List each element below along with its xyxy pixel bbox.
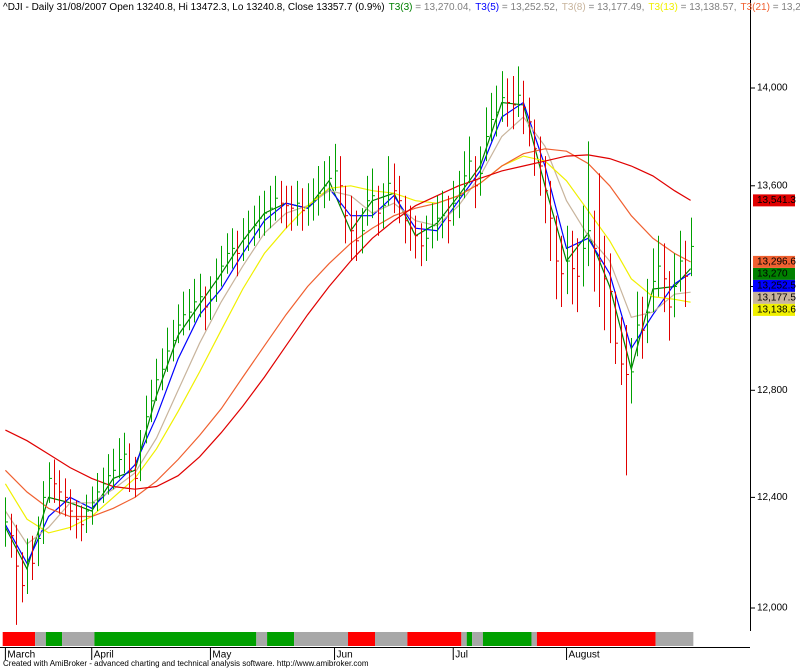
indicator-line (5, 154, 691, 490)
legend-value: = 13,296.55, (770, 2, 800, 13)
ribbon-segment (375, 632, 408, 646)
value-label: 13,138.6 (757, 305, 796, 316)
ribbon-segment (482, 632, 532, 646)
ribbon-segment (35, 632, 46, 646)
value-label-box (753, 267, 795, 280)
ribbon-segment (472, 632, 483, 646)
value-label-box (753, 303, 795, 316)
x-tick-label: April (94, 650, 114, 661)
value-label: 13,296.6 (757, 257, 796, 268)
ribbon-segment (62, 632, 95, 646)
ribbon-segment (466, 632, 473, 646)
value-label: 13,252.5 (757, 281, 796, 292)
y-tick-label: 12,800 (757, 385, 788, 396)
plot (4, 66, 694, 625)
legend-name: T3(8) (562, 2, 586, 13)
legend-name: T3(21) (740, 2, 769, 13)
y-tick-label: 12,000 (757, 603, 788, 614)
x-tick-label: May (212, 650, 231, 661)
legend-name: T3(13) (648, 2, 677, 13)
title-text: ^DJI - Daily 31/08/2007 Open 13240.8, Hi… (3, 2, 385, 13)
ribbon-segment (655, 632, 694, 646)
ribbon-segment (461, 632, 467, 646)
legend-name: T3(3) (389, 2, 413, 13)
y-tick-label: 13,600 (757, 180, 788, 191)
legend-value: = 13,177.49, (586, 2, 645, 13)
indicator-line (4, 155, 691, 534)
value-label: 13,541.3 (757, 195, 796, 206)
x-tick-label: March (7, 650, 35, 661)
value-label-box (753, 194, 795, 207)
ribbon-segment (2, 632, 36, 646)
ribbon-segment (407, 632, 462, 646)
value-label-box (753, 291, 795, 304)
ribbon-segment (94, 632, 257, 646)
value-label: 13,270 (757, 269, 788, 280)
chart-title: ^DJI - Daily 31/08/2007 Open 13240.8, Hi… (3, 2, 800, 13)
ribbon-segment (45, 632, 63, 646)
legend-value: = 13,138.57, (678, 2, 737, 13)
y-tick-label: 12,400 (757, 492, 788, 503)
legend-value: = 13,252.52, (499, 2, 558, 13)
indicator-line (4, 116, 691, 545)
x-tick-label: Jul (455, 650, 468, 661)
value-label-box (753, 279, 795, 292)
value-label: 13,177.5 (757, 293, 796, 304)
ribbon-segment (267, 632, 295, 646)
ribbon-segment (531, 632, 537, 646)
y-tick-label: 14,000 (757, 83, 788, 94)
legend-value: = 13,270.04, (413, 2, 472, 13)
value-label-box (753, 255, 795, 268)
ribbon-segment (256, 632, 268, 646)
x-tick-label: August (569, 650, 600, 661)
x-tick-label: Jun (337, 650, 353, 661)
ribbon-segment (536, 632, 656, 646)
ribbon-segment (348, 632, 375, 646)
indicator-line (4, 101, 692, 571)
legend-name: T3(5) (475, 2, 499, 13)
ribbon-segment (294, 632, 349, 646)
indicator-line (4, 148, 691, 518)
indicator-line (4, 101, 691, 565)
footer: Created with AmiBroker - advanced charti… (3, 659, 369, 668)
